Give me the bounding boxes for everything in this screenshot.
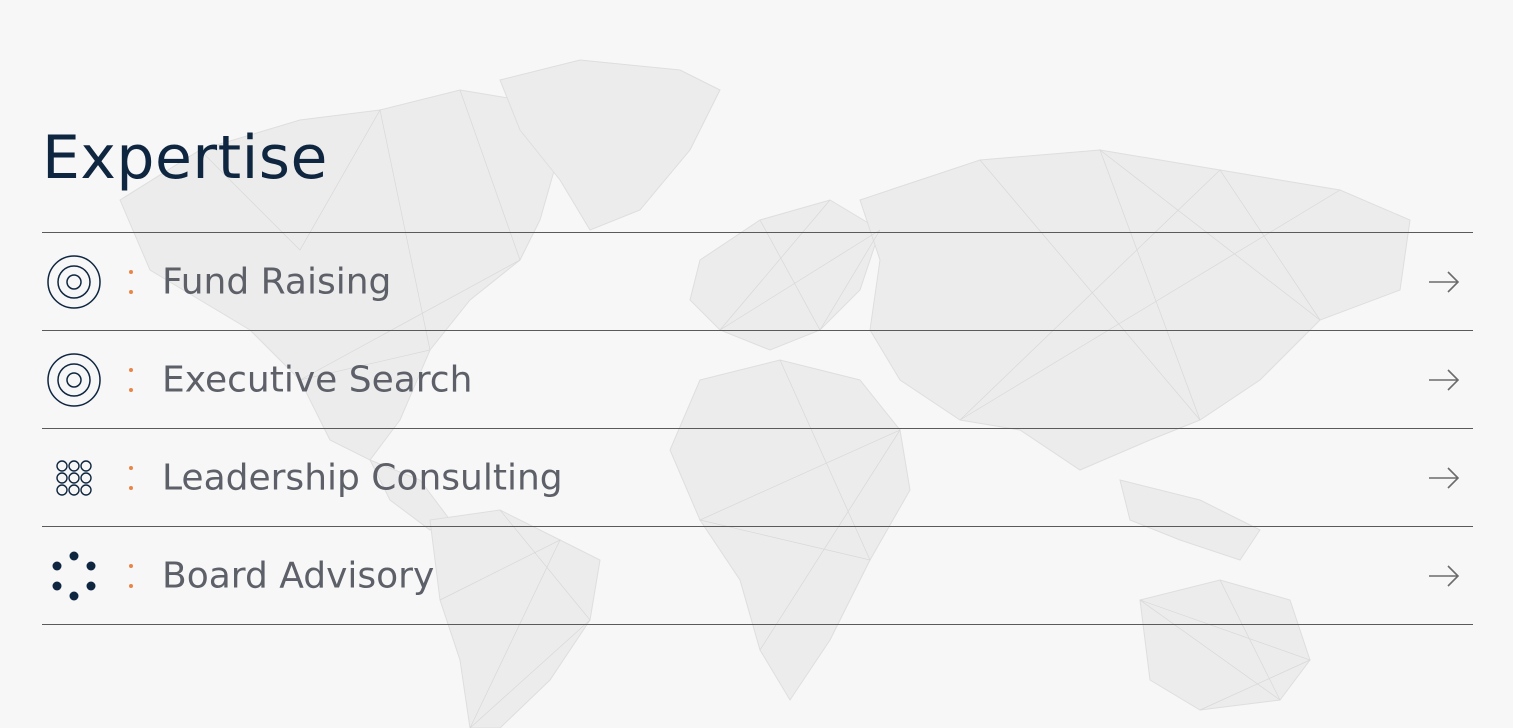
circle-grid-icon xyxy=(46,450,102,506)
section-title: Expertise xyxy=(42,123,328,193)
expertise-list: Fund Raising Executive Search xyxy=(42,232,1473,625)
accent-separator xyxy=(128,365,134,395)
expertise-item-label: Board Advisory xyxy=(162,555,435,596)
accent-separator xyxy=(128,267,134,297)
expertise-item-executive-search[interactable]: Executive Search xyxy=(42,331,1473,429)
accent-separator xyxy=(128,561,134,591)
concentric-circles-icon xyxy=(46,352,102,408)
expertise-item-board-advisory[interactable]: Board Advisory xyxy=(42,527,1473,625)
arrow-right-icon[interactable] xyxy=(1427,564,1461,588)
arrow-right-icon[interactable] xyxy=(1427,270,1461,294)
expertise-item-leadership-consulting[interactable]: Leadership Consulting xyxy=(42,429,1473,527)
concentric-circles-icon xyxy=(46,254,102,310)
accent-separator xyxy=(128,463,134,493)
arrow-right-icon[interactable] xyxy=(1427,466,1461,490)
dot-ring-icon xyxy=(46,548,102,604)
arrow-right-icon[interactable] xyxy=(1427,368,1461,392)
expertise-item-label: Leadership Consulting xyxy=(162,457,563,498)
expertise-item-label: Executive Search xyxy=(162,359,473,400)
expertise-item-fund-raising[interactable]: Fund Raising xyxy=(42,233,1473,331)
expertise-item-label: Fund Raising xyxy=(162,261,392,302)
